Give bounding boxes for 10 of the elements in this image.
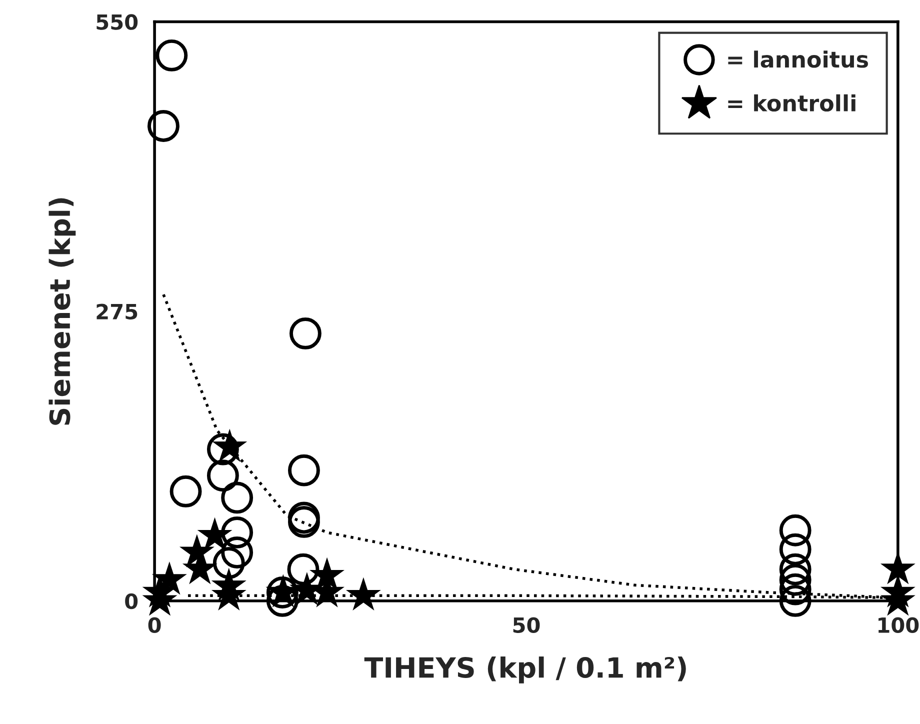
y-axis-title: Siemenet (kpl) — [48, 198, 76, 425]
x-tick-label: 0 — [148, 617, 161, 634]
x-tick-label: 50 — [513, 617, 540, 634]
x-tick-label: 100 — [878, 617, 919, 634]
y-tick-label: 0 — [125, 593, 138, 610]
y-tick-label: 275 — [96, 304, 138, 320]
y-tick-label: 550 — [96, 14, 138, 30]
legend-label: = lannoitus — [728, 50, 868, 68]
x-axis-title: TIHEYS (kpl / 0.1 m²) — [364, 656, 686, 684]
legend-label: = kontrolli — [728, 94, 856, 112]
